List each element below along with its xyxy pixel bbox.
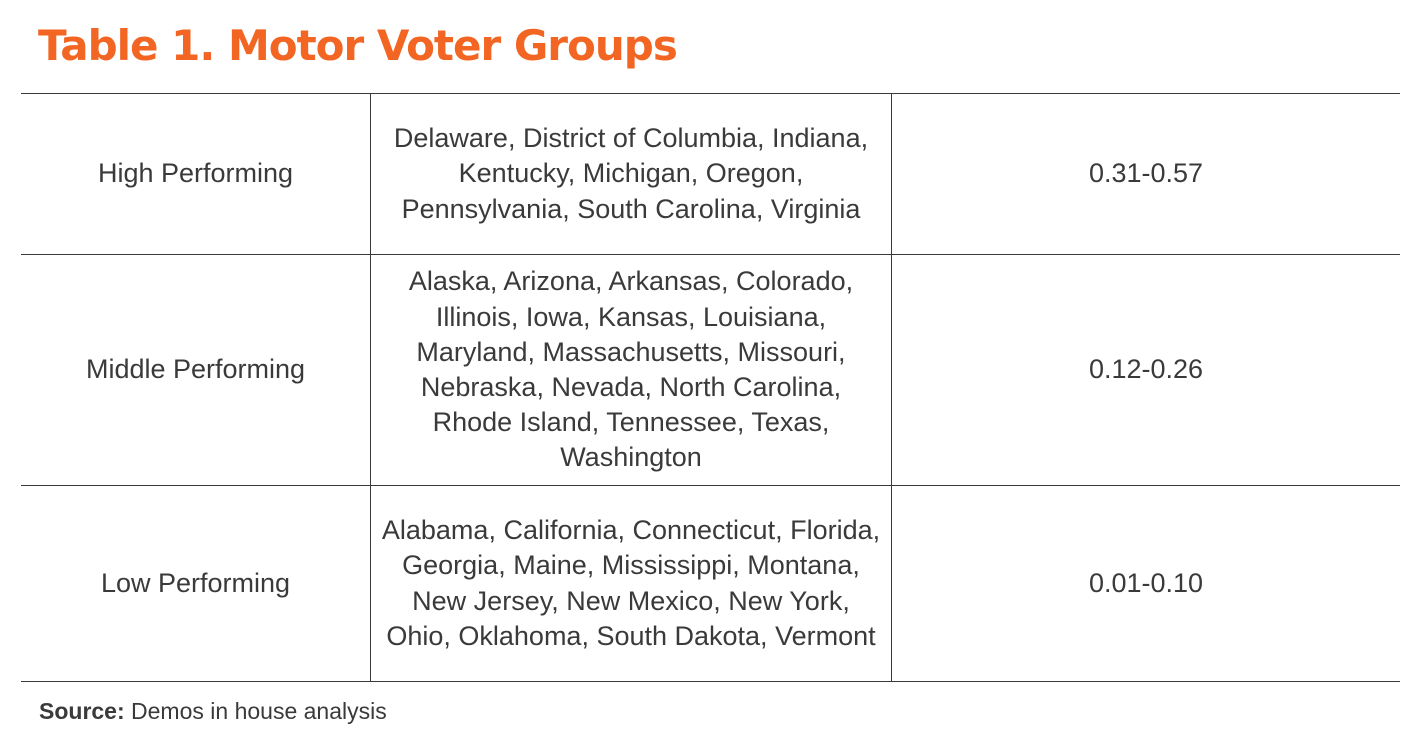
table-row-middle-performing: Middle Performing Alaska, Arizona, Arkan…	[21, 254, 1400, 486]
range-cell: 0.01-0.10	[891, 485, 1400, 682]
group-name-cell: Low Performing	[21, 485, 371, 682]
range-cell: 0.12-0.26	[891, 254, 1400, 486]
group-name-cell: High Performing	[21, 93, 371, 255]
table-row-high-performing: High Performing Delaware, District of Co…	[21, 93, 1400, 255]
group-name-cell: Middle Performing	[21, 254, 371, 486]
source-note: Source: Demos in house analysis	[39, 697, 387, 725]
states-cell: Alaska, Arizona, Arkansas, Colorado, Ill…	[370, 254, 892, 486]
states-cell: Delaware, District of Columbia, Indiana,…	[370, 93, 892, 255]
table-row-low-performing: Low Performing Alabama, California, Conn…	[21, 485, 1400, 682]
states-list: Alaska, Arizona, Arkansas, Colorado, Ill…	[408, 266, 854, 473]
source-text: Demos in house analysis	[124, 698, 387, 724]
states-list: Delaware, District of Columbia, Indiana,…	[393, 123, 869, 224]
states-list: Alabama, California, Connecticut, Florid…	[381, 515, 881, 651]
motor-voter-groups-table: High Performing Delaware, District of Co…	[21, 93, 1400, 682]
source-label: Source:	[39, 698, 125, 724]
states-cell: Alabama, California, Connecticut, Florid…	[370, 485, 892, 682]
range-cell: 0.31-0.57	[891, 93, 1400, 255]
table-title: Table 1. Motor Voter Groups	[38, 21, 678, 70]
